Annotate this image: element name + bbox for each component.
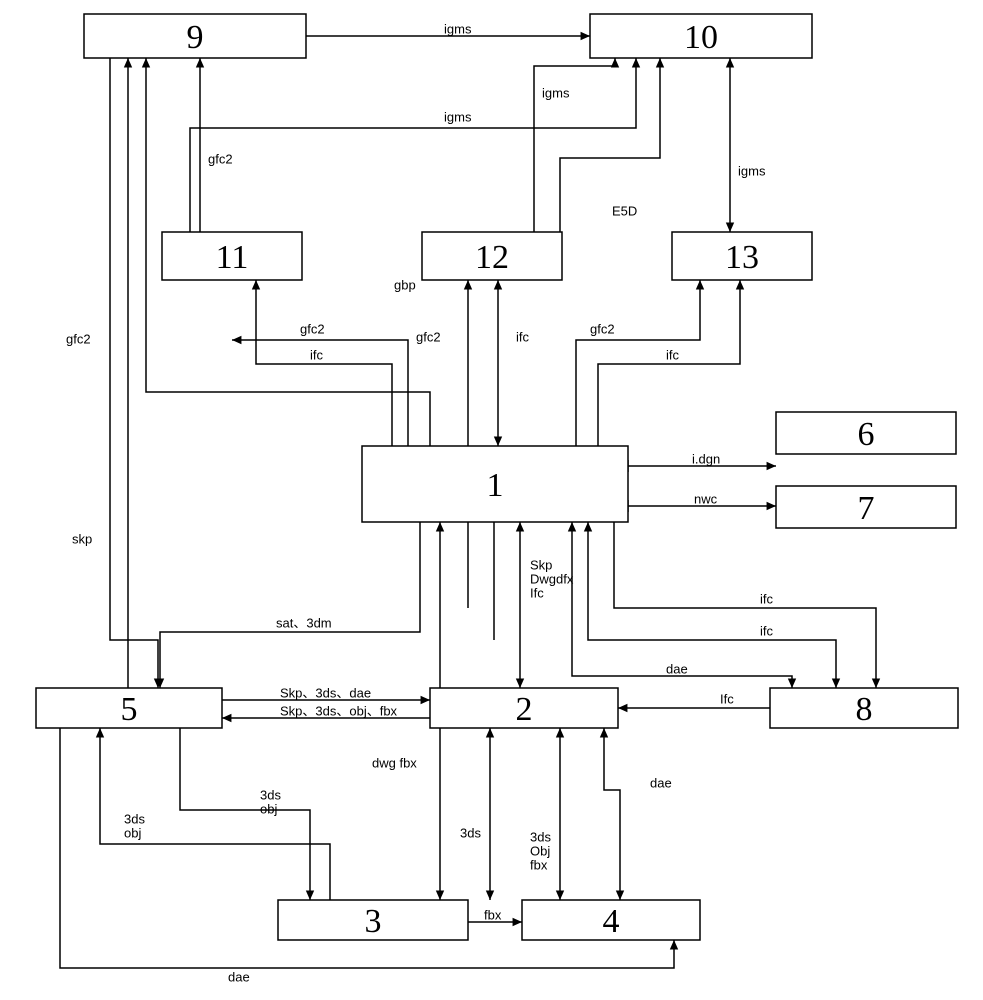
- node-label-8: 8: [856, 691, 873, 728]
- edge-label: gfc2: [66, 331, 91, 346]
- edge-label: nwc: [694, 491, 718, 506]
- node-label-5: 5: [121, 691, 138, 728]
- edge-label: dae: [228, 969, 250, 984]
- node-label-12: 12: [475, 239, 509, 276]
- edge-e1_5_sat: [160, 522, 420, 688]
- edge-label: obj: [124, 825, 141, 840]
- edge-e_e5d: [560, 58, 660, 232]
- node-label-13: 13: [725, 239, 759, 276]
- edge-e5_3_a: [180, 728, 310, 900]
- edge-e1_13_gfc2: [576, 280, 700, 446]
- edge-label: gfc2: [300, 321, 325, 336]
- edge-e_gfc2_left: [110, 58, 158, 688]
- edge-label: Skp、3ds、obj、fbx: [280, 703, 398, 718]
- edge-label: dae: [666, 661, 688, 676]
- edge-e1_13_ifc: [598, 280, 740, 446]
- edge-label: Skp、3ds、dae: [280, 685, 371, 700]
- node-label-11: 11: [216, 239, 249, 276]
- edge-label: 3ds: [260, 787, 281, 802]
- node-label-10: 10: [684, 19, 718, 56]
- edge-label: dwg fbx: [372, 755, 417, 770]
- node-label-2: 2: [516, 691, 533, 728]
- edge-e1_8_ifc_b: [588, 522, 836, 688]
- edge-e1_11_ifc: [256, 280, 392, 446]
- edge-label: skp: [72, 531, 92, 546]
- edge-label: 3ds: [460, 825, 481, 840]
- edge-label: gfc2: [208, 151, 233, 166]
- edge-label: sat、3dm: [276, 615, 332, 630]
- edge-label: igms: [444, 109, 472, 124]
- edge-label: 3ds: [530, 829, 551, 844]
- node-label-7: 7: [858, 490, 875, 527]
- edge-label: Ifc: [530, 585, 544, 600]
- edge-label: ifc: [310, 347, 324, 362]
- edge-label: igms: [444, 21, 472, 36]
- node-label-3: 3: [365, 903, 382, 940]
- edge-label: gfc2: [590, 321, 615, 336]
- edge-label: 3ds: [124, 811, 145, 826]
- edge-label: obj: [260, 801, 277, 816]
- edge-label: ifc: [516, 329, 530, 344]
- edge-label: gbp: [394, 277, 416, 292]
- node-label-9: 9: [187, 19, 204, 56]
- edge-label: ifc: [760, 623, 774, 638]
- edge-label: i.dgn: [692, 451, 720, 466]
- edge-e_igms_left: [190, 58, 636, 232]
- node-label-1: 1: [487, 467, 504, 504]
- edge-label: ifc: [666, 347, 680, 362]
- edge-label: fbx: [484, 907, 502, 922]
- edge-label: Dwgdfx: [530, 571, 574, 586]
- edge-label: gfc2: [416, 329, 441, 344]
- edge-e8_4_dae: [604, 728, 620, 900]
- edge-label: dae: [650, 775, 672, 790]
- diagram-canvas: 12345678910111213 igmsigmsigmsE5Digmsgfc…: [0, 0, 983, 1000]
- edge-label: Ifc: [720, 691, 734, 706]
- edge-label: ifc: [760, 591, 774, 606]
- edge-label: igms: [738, 163, 766, 178]
- node-label-4: 4: [603, 903, 620, 940]
- edge-label: igms: [542, 85, 570, 100]
- edge-label: Skp: [530, 557, 552, 572]
- edge-e12_10: [534, 58, 615, 232]
- edge-label: fbx: [530, 857, 548, 872]
- edge-label: E5D: [612, 203, 637, 218]
- node-label-6: 6: [858, 416, 875, 453]
- edge-label: Obj: [530, 843, 550, 858]
